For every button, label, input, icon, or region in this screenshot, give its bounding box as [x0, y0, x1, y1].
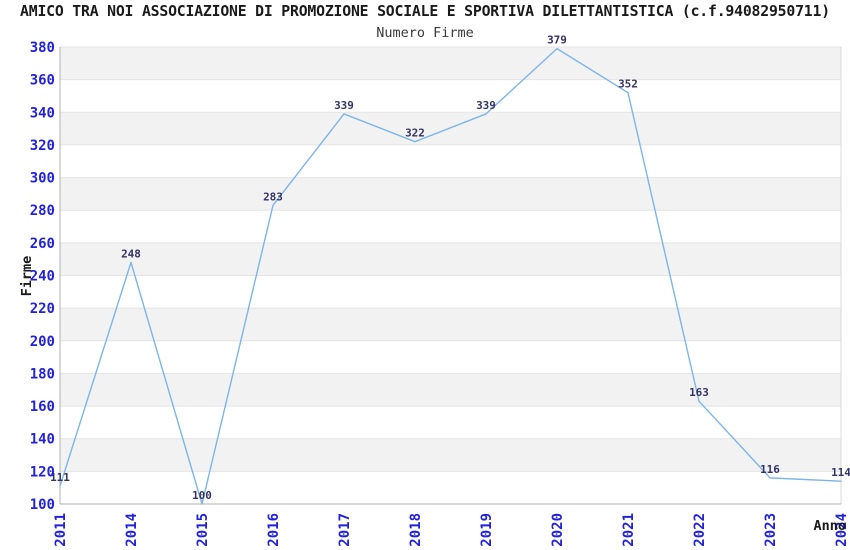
data-line: [59, 47, 842, 505]
x-tick-label: 2016: [266, 513, 282, 547]
y-tick-label: 140: [30, 432, 55, 448]
plot-band: [60, 112, 841, 145]
data-point-label: 114: [831, 466, 850, 479]
x-tick-label: 2019: [479, 513, 495, 547]
y-tick-label: 180: [30, 366, 55, 382]
y-tick-label: 100: [30, 497, 55, 513]
x-tick-label: 2011: [53, 513, 69, 547]
data-point-label: 322: [405, 127, 425, 140]
x-tick-label: 2018: [408, 513, 424, 547]
chart-title: AMICO TRA NOI ASSOCIAZIONE DI PROMOZIONE…: [20, 3, 830, 20]
plot-band: [60, 438, 841, 472]
y-tick-label: 260: [30, 236, 55, 252]
y-tick-label: 240: [30, 269, 55, 285]
data-point-label: 248: [121, 247, 141, 260]
data-labels: 111 248 100 283 339 322 339 379 352 163 116 114: [50, 34, 850, 502]
gridlines: [60, 46, 841, 505]
data-point-label: 352: [618, 78, 638, 91]
chart-subtitle: Numero Firme: [376, 25, 474, 41]
x-tick-label: 2024: [834, 513, 850, 547]
y-tick-label: 200: [30, 334, 55, 350]
x-tick-label: 2022: [692, 513, 708, 547]
x-axis-tick-labels: 2011 2014 2015 2016 2017 2018 2019 2020 2021 2022…: [53, 513, 850, 547]
plot-band: [60, 308, 841, 341]
data-point-label: 379: [547, 34, 567, 47]
data-point-label: 339: [476, 99, 496, 112]
x-tick-label: 2020: [550, 513, 566, 547]
y-tick-label: 320: [30, 138, 55, 154]
data-point-label: 116: [760, 463, 780, 476]
plot-band: [60, 177, 841, 211]
plot-band: [60, 373, 841, 407]
line-series: [59, 47, 842, 505]
data-point-label: 100: [192, 489, 212, 502]
y-tick-label: 340: [30, 105, 55, 121]
x-axis-title: Anno: [813, 518, 846, 534]
data-point-label: 163: [689, 386, 709, 399]
plot-band: [60, 47, 841, 80]
y-axis-tick-labels: 100 120 140 160 180 200 220 240 260 280 300 320 340 3…: [30, 40, 55, 513]
x-tick-label: 2015: [195, 513, 211, 547]
plot-band: [60, 242, 841, 276]
y-tick-label: 380: [30, 40, 55, 56]
y-tick-label: 220: [30, 301, 55, 317]
axes: [59, 47, 842, 505]
plot-bands: [60, 47, 841, 472]
y-tick-label: 160: [30, 399, 55, 415]
data-point-label: 339: [334, 99, 354, 112]
y-tick-label: 120: [30, 464, 55, 480]
y-tick-label: 300: [30, 171, 55, 187]
x-tick-label: 2014: [124, 513, 140, 547]
y-axis-title: Firme: [19, 256, 35, 297]
y-tick-label: 280: [30, 203, 55, 219]
x-tick-label: 2021: [621, 513, 637, 547]
x-tick-label: 2017: [337, 513, 353, 547]
y-tick-label: 360: [30, 73, 55, 89]
data-point-label: 111: [50, 471, 70, 484]
data-point-label: 283: [263, 190, 283, 203]
x-tick-label: 2023: [763, 513, 779, 547]
